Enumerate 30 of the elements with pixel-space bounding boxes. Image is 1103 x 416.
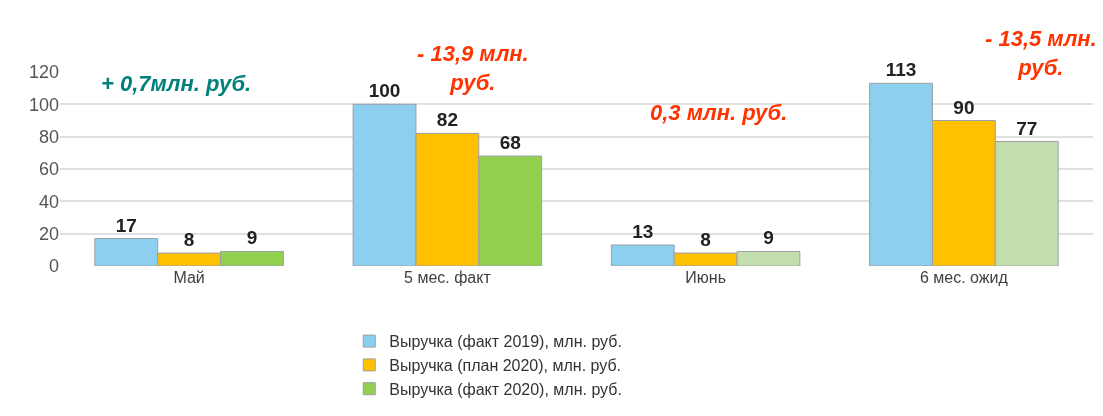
y-tick-label: 40 — [38, 191, 59, 212]
data-label: 17 — [115, 214, 137, 236]
y-tick-label: 60 — [38, 159, 59, 180]
x-tick-label: Май — [173, 269, 205, 286]
data-label: 77 — [1016, 117, 1038, 139]
y-tick-label: 20 — [38, 223, 59, 244]
annotation: - 13,9 млн. руб. — [417, 41, 529, 95]
data-label: 13 — [632, 220, 654, 242]
y-tick-label: 120 — [28, 62, 59, 83]
data-label: 113 — [885, 59, 917, 81]
x-tick-label: 5 мес. факт — [404, 269, 492, 286]
y-tick-label: 100 — [28, 94, 59, 115]
data-label: 9 — [763, 227, 774, 249]
data-label: 100 — [368, 80, 401, 102]
annotation: + 0,7млн. руб. — [101, 71, 252, 96]
data-label: 9 — [246, 227, 258, 249]
y-tick-label: 80 — [38, 126, 59, 147]
legend-label: Выручка (план 2020), млн. руб. — [389, 357, 622, 375]
annotation: 0,3 млн. руб. — [650, 100, 788, 125]
data-label: 68 — [499, 132, 521, 154]
y-tick-label: 0 — [48, 256, 59, 277]
data-label: 8 — [700, 229, 711, 251]
legend-label: Выручка (факт 2019), млн. руб. — [389, 333, 622, 351]
x-tick-label: Июнь — [685, 269, 726, 286]
data-label: 82 — [436, 109, 458, 131]
x-tick-label: 6 мес. ожид — [919, 269, 1009, 286]
data-label: 8 — [183, 229, 195, 251]
annotation: - 13,5 млн. руб. — [985, 26, 1097, 80]
data-label: 90 — [953, 96, 975, 118]
legend-label: Выручка (факт 2020), млн. руб. — [389, 380, 622, 398]
